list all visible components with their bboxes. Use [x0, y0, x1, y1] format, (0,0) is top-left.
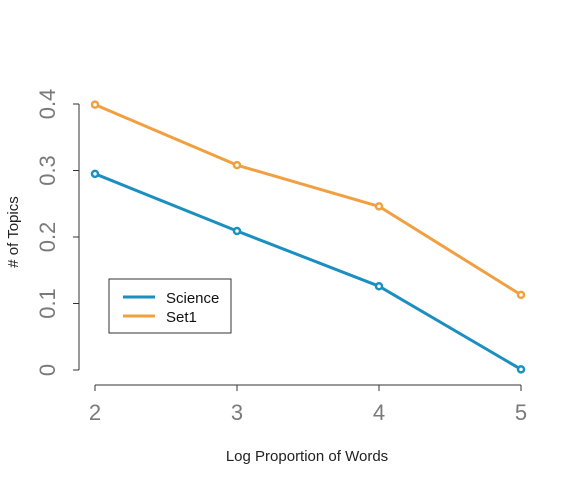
series-line-set1 — [94, 103, 522, 297]
x-tick-label: 4 — [373, 400, 385, 425]
data-point-set1 — [374, 202, 384, 211]
x-tick-label: 2 — [89, 400, 101, 425]
x-tick-label: 3 — [231, 400, 243, 425]
legend: Science Set1 — [108, 278, 232, 334]
y-tick-label: 0.3 — [35, 155, 60, 186]
legend-label-set1: Set1 — [166, 309, 197, 326]
series-set1 — [90, 100, 526, 300]
y-tick-label: 0.4 — [35, 89, 60, 120]
x-tick-label: 5 — [515, 400, 527, 425]
axes: 2 3 4 5 0 0.1 0.2 0.3 0.4 — [35, 89, 527, 425]
data-point-set1 — [232, 160, 242, 170]
y-tick-label: 0.1 — [35, 288, 60, 319]
data-point-science — [374, 281, 384, 291]
data-point-science — [516, 365, 526, 374]
legend-box — [108, 278, 232, 334]
series-line-science — [94, 172, 522, 371]
y-axis-ticks: 0 0.1 0.2 0.3 0.4 — [35, 89, 79, 376]
data-point-science — [232, 226, 242, 236]
legend-label-science: Science — [166, 290, 219, 307]
data-point-science — [90, 169, 100, 179]
x-axis-title: Log Proportion of Words — [226, 448, 388, 465]
data-point-set1 — [90, 100, 100, 109]
series-science — [90, 169, 526, 374]
y-axis-title: # of Topics — [5, 196, 22, 267]
x-axis-ticks: 2 3 4 5 — [89, 385, 527, 425]
y-tick-label: 0 — [35, 364, 60, 376]
series-layer — [90, 100, 526, 374]
y-tick-label: 0.2 — [35, 222, 60, 253]
data-point-set1 — [516, 290, 526, 300]
